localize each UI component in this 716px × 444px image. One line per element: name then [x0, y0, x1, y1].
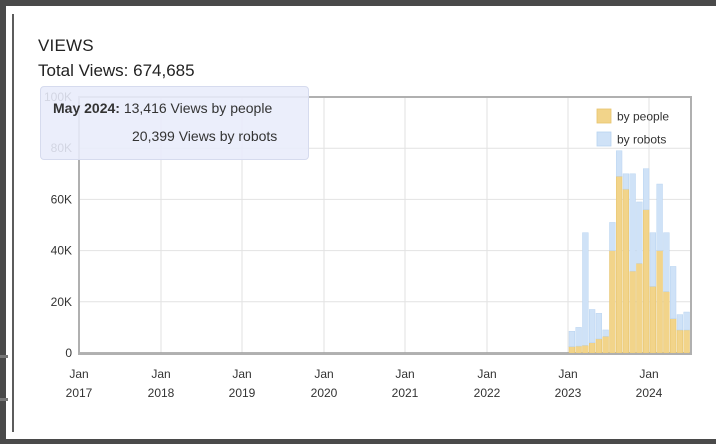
bar-robots — [656, 183, 663, 251]
bar-people — [616, 176, 623, 354]
bar-robots — [575, 327, 582, 347]
views-title: VIEWS — [38, 36, 94, 55]
bar-people — [602, 336, 609, 354]
bar-robots — [629, 173, 636, 272]
legend-label: by people — [617, 110, 669, 124]
x-tick-label: 2021 — [392, 386, 419, 400]
hover-tooltip: May 2024: 13,416 Views by people 20,399 … — [40, 86, 309, 160]
total-views: Total Views: 674,685 — [38, 61, 195, 80]
x-tick-label: 2022 — [474, 386, 501, 400]
x-tick-label: Jan — [69, 367, 88, 381]
tooltip-people-text: 13,416 Views by people — [123, 100, 273, 116]
x-tick-label: Jan — [395, 367, 414, 381]
bar-robots — [568, 330, 575, 347]
bar-robots — [676, 314, 683, 331]
bar-robots — [616, 150, 623, 177]
y-tick-label: 60K — [51, 192, 72, 206]
chart-bars — [568, 150, 690, 354]
x-tick-label: Jan — [232, 367, 251, 381]
bar-people — [575, 345, 582, 354]
bar-robots — [582, 232, 589, 346]
bar-people — [643, 209, 650, 354]
x-tick-label: Jan — [558, 367, 577, 381]
bar-robots — [609, 222, 616, 251]
x-tick-label: Jan — [639, 367, 658, 381]
bar-robots — [636, 201, 643, 264]
bar-robots — [683, 311, 690, 331]
bar-people — [663, 291, 670, 354]
bar-people — [589, 342, 596, 354]
bar-people — [683, 329, 690, 354]
bar-people — [656, 250, 663, 354]
bar-robots — [643, 168, 650, 210]
y-tick-label: 0 — [65, 346, 72, 360]
views-panel — [12, 14, 716, 432]
bar-robots — [649, 232, 656, 287]
legend-swatch — [596, 108, 612, 124]
bar-people — [676, 329, 683, 354]
x-tick-label: 2019 — [229, 386, 256, 400]
bar-people — [582, 345, 589, 354]
x-tick-label: Jan — [477, 367, 496, 381]
x-tick-label: 2020 — [311, 386, 338, 400]
tooltip-month: May 2024: — [53, 100, 120, 116]
bar-robots — [602, 329, 609, 337]
bar-robots — [595, 313, 602, 340]
plot-border — [78, 96, 692, 355]
bar-robots — [622, 173, 629, 190]
x-tick-label: Jan — [314, 367, 333, 381]
x-tick-label: 2023 — [555, 386, 582, 400]
bar-people — [636, 263, 643, 354]
legend-swatch — [596, 131, 612, 147]
tooltip-robots-text: 20,399 Views by robots — [132, 128, 278, 144]
bar-robots — [670, 266, 677, 319]
bar-robots — [589, 309, 596, 344]
y-tick-label: 20K — [51, 295, 72, 309]
y-tick-label: 40K — [51, 244, 72, 258]
x-tick-label: 2024 — [636, 386, 663, 400]
frame-stub — [0, 398, 8, 401]
bar-people — [595, 338, 602, 354]
x-tick-label: 2017 — [66, 386, 93, 400]
x-tick-label: Jan — [151, 367, 170, 381]
x-tick-label: 2018 — [148, 386, 175, 400]
legend-label: by robots — [617, 133, 666, 147]
bar-people — [670, 318, 677, 354]
bar-people — [629, 270, 636, 354]
frame-stub — [0, 355, 8, 358]
bar-people — [622, 188, 629, 354]
bar-people — [568, 346, 575, 354]
x-tick-labels: Jan 2017 Jan 2018 Jan 2019 Jan 2020 Jan 2021 Jan 20… — [66, 367, 663, 400]
bar-robots — [663, 232, 670, 292]
bar-people — [649, 286, 656, 354]
bar-people — [609, 250, 616, 354]
chart-legend: by people by robots — [596, 108, 669, 147]
